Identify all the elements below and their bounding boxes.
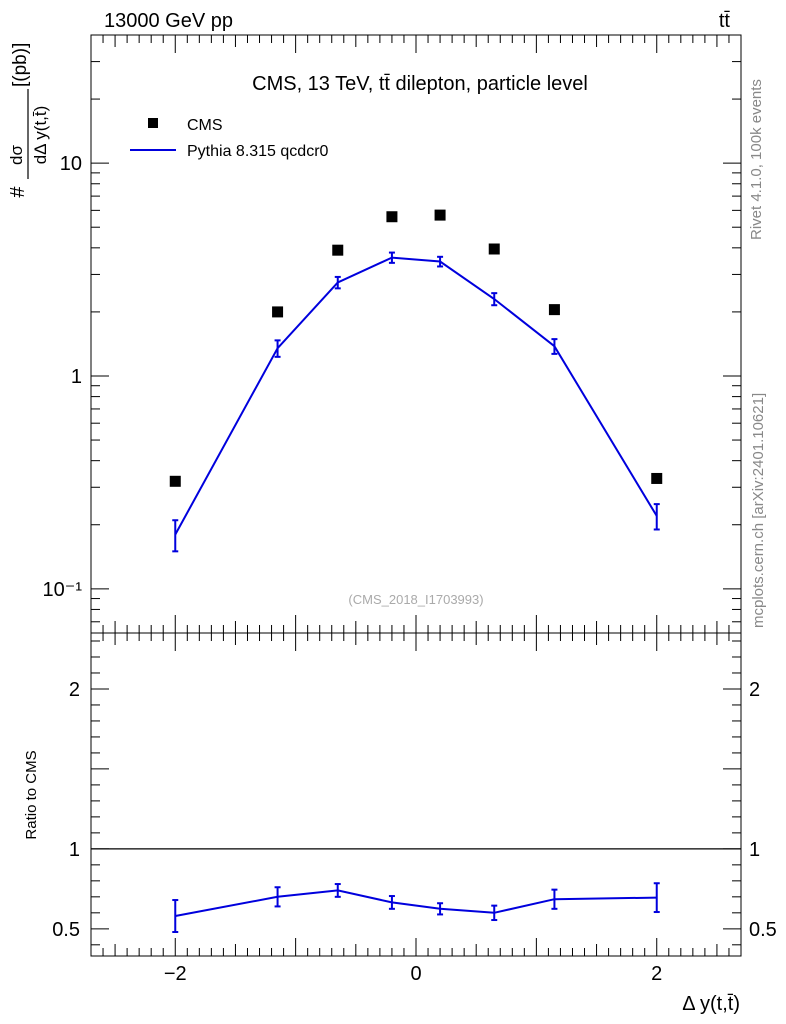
main-title: CMS, 13 TeV, tt̄ dilepton, particle leve… xyxy=(252,73,588,95)
ratio-x-tick-labels: −2 0 2 xyxy=(164,963,662,985)
x-tick-label: −2 xyxy=(164,963,187,985)
main-y-tick-label: 10⁻¹ xyxy=(43,579,83,601)
ratio-y-tick-label-right: 0.5 xyxy=(749,919,777,941)
cms-data-point xyxy=(272,306,284,318)
ratio-line xyxy=(175,889,657,917)
cms-data-point xyxy=(651,472,663,484)
legend: CMS Pythia 8.315 qcdcr0 xyxy=(130,117,329,160)
ratio-panel: 0.5 0.5 1 1 2 2 −2 0 2 Ratio to CMS Δ y(t,t̄) xyxy=(23,632,777,1015)
ratio-plot-frame xyxy=(90,632,742,957)
cms-data-point xyxy=(548,304,560,316)
legend-cms-marker xyxy=(148,118,158,128)
y-label-unit: [(pb)] xyxy=(10,43,31,87)
source-label: mcplots.cern.ch [arXiv:2401.10621] xyxy=(750,393,767,628)
rivet-label: Rivet 4.1.0, 100k events xyxy=(748,79,765,240)
ratio-y-tick-label-right: 2 xyxy=(749,679,760,701)
main-ticks xyxy=(91,34,741,633)
cms-data-point xyxy=(332,244,344,256)
ratio-y-label: Ratio to CMS xyxy=(23,750,40,839)
cms-data-point xyxy=(386,211,398,223)
x-tick-label: 2 xyxy=(651,963,662,985)
main-y-tick-label: 1 xyxy=(71,366,82,388)
ratio-y-tick-label-left: 1 xyxy=(69,839,80,861)
y-label-prefix: # xyxy=(7,186,29,198)
main-panel: 10⁻¹ 1 10 CMS, 13 TeV, tt̄ dilepton, parti… xyxy=(7,34,742,634)
x-tick-label: 0 xyxy=(410,963,421,985)
ratio-y-tick-label-left: 2 xyxy=(69,679,80,701)
pythia-line xyxy=(174,256,658,535)
main-y-tick-label: 10 xyxy=(60,153,82,175)
cms-data-point xyxy=(169,475,181,487)
ratio-y-tick-labels: 0.5 0.5 1 1 2 2 xyxy=(52,679,777,941)
y-label-numerator: dσ xyxy=(7,145,26,165)
x-axis-label: Δ y(t,t̄) xyxy=(682,993,740,1015)
cms-data-point xyxy=(434,209,446,221)
ratio-plot-area xyxy=(91,848,741,934)
legend-pythia-label: Pythia 8.315 qcdcr0 xyxy=(187,143,329,160)
header-right: tt̄ xyxy=(719,10,731,32)
ratio-y-tick-label-left: 0.5 xyxy=(52,919,80,941)
main-plot-area xyxy=(169,209,663,553)
legend-cms-label: CMS xyxy=(187,117,223,134)
header-left: 13000 GeV pp xyxy=(104,10,233,32)
main-y-axis-label: # dσ dΔ y(t,t̄) [(pb)] xyxy=(7,43,50,198)
ratio-ticks xyxy=(91,633,741,956)
y-label-denominator: dΔ y(t,t̄) xyxy=(31,106,50,165)
ratio-y-tick-label-right: 1 xyxy=(749,839,760,861)
watermark: (CMS_2018_I1703993) xyxy=(348,592,483,607)
cms-data-point xyxy=(488,243,500,255)
main-y-tick-labels: 10⁻¹ 1 10 xyxy=(43,153,83,601)
